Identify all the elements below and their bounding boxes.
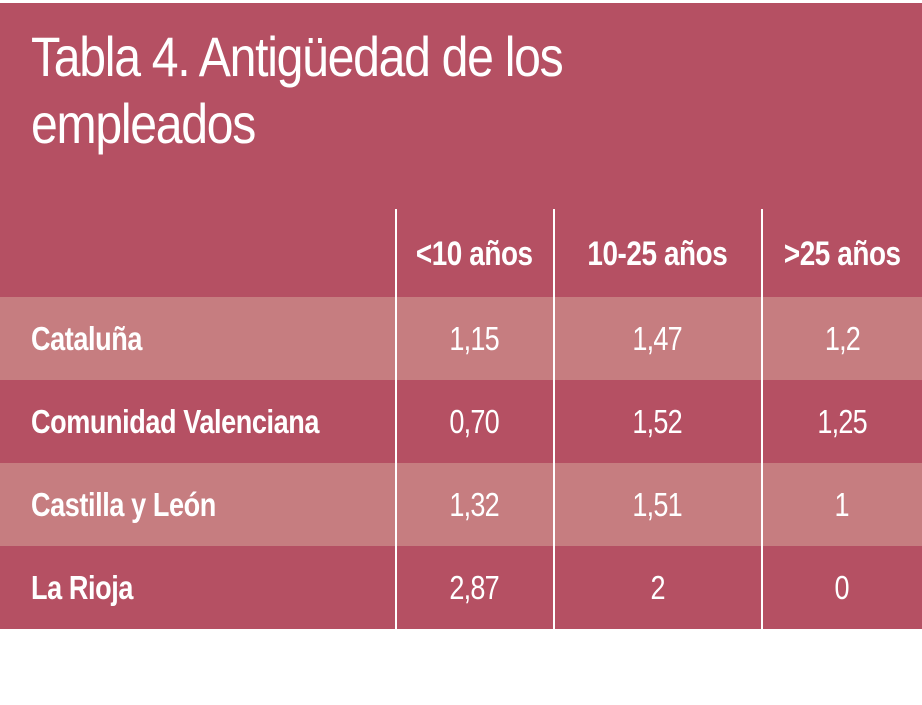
table-row: Castilla y León 1,32 1,51 1 [0,463,922,546]
column-header-lt10: <10 años [396,209,553,300]
cell-value: 0,70 [449,402,500,440]
table-row: Comunidad Valenciana 0,70 1,52 1,25 [0,380,922,463]
cell-value: 1,32 [449,485,500,523]
column-divider [395,209,397,629]
table-cell: 0,70 [396,380,553,463]
table-cell: 2,87 [396,546,553,629]
table-cell: 0 [762,546,922,629]
table-row: Cataluña 1,15 1,47 1,2 [0,297,922,380]
cell-value: 0 [834,568,850,606]
table-cell: 2 [554,546,761,629]
cell-value: 1,52 [632,402,683,440]
column-divider [553,209,555,629]
row-label-text: Cataluña [31,319,143,357]
cell-value: 1,15 [449,319,500,357]
row-label-cataluna: Cataluña [31,297,391,380]
column-header-label: <10 años [416,235,533,273]
row-label-text: La Rioja [31,568,133,606]
table-cell: 1,25 [762,380,922,463]
cell-value: 2,87 [449,568,500,606]
column-header-label: 10-25 años [587,235,728,273]
cell-value: 1,25 [817,402,867,440]
column-header-gt25: >25 años [762,209,922,300]
table-cell: 1,47 [554,297,761,380]
table-cell: 1,15 [396,297,553,380]
data-table: <10 años 10-25 años >25 años Cataluña 1,… [0,3,922,629]
cell-value: 1,51 [632,485,683,523]
table-cell: 1 [762,463,922,546]
table-cell: 1,51 [554,463,761,546]
column-divider [761,209,763,629]
cell-value: 1,2 [824,319,860,357]
row-label-text: Comunidad Valenciana [31,402,320,440]
table-cell: 1,32 [396,463,553,546]
table-cell: 1,2 [762,297,922,380]
table-cell: 1,52 [554,380,761,463]
column-header-label: >25 años [783,235,901,273]
table-row: La Rioja 2,87 2 0 [0,546,922,629]
cell-value: 2 [650,568,665,606]
row-label-la-rioja: La Rioja [31,546,391,629]
table-card: Tabla 4. Antigüedad de los empleados <10… [0,3,922,629]
row-label-comunidad-valenciana: Comunidad Valenciana [31,380,391,463]
column-header-10-25: 10-25 años [554,209,761,300]
row-label-text: Castilla y León [31,485,216,523]
row-label-castilla-y-leon: Castilla y León [31,463,391,546]
cell-value: 1 [834,485,850,523]
cell-value: 1,47 [632,319,683,357]
table-title: Tabla 4. Antigüedad de los empleados [31,25,564,155]
